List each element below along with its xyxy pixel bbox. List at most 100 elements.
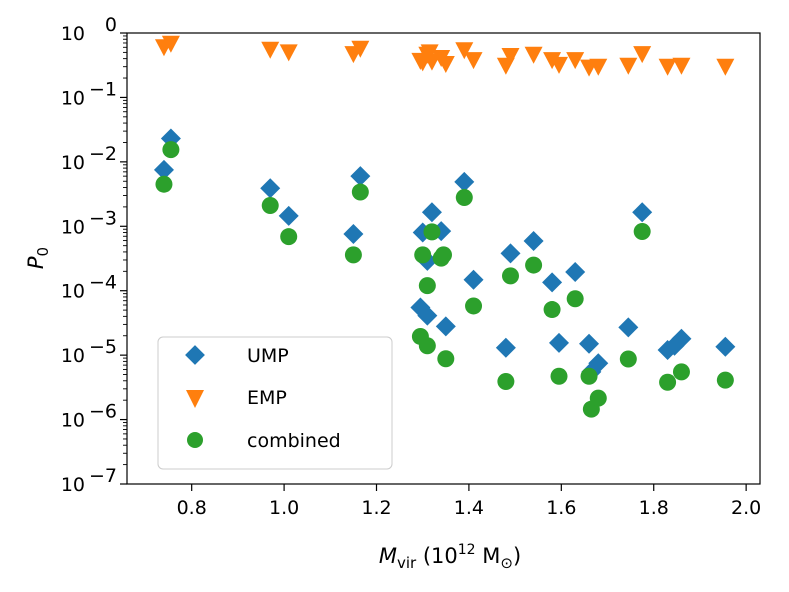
y-tick-label: 10 bbox=[61, 281, 85, 303]
data-point-combined bbox=[418, 337, 436, 355]
legend: UMP EMP combined bbox=[157, 336, 393, 470]
data-point-UMP bbox=[278, 205, 299, 226]
data-point-EMP bbox=[464, 52, 483, 70]
data-point-UMP bbox=[435, 316, 456, 337]
data-point-EMP bbox=[161, 35, 180, 53]
data-point-UMP bbox=[463, 269, 484, 290]
data-point-combined bbox=[455, 188, 473, 206]
y-tick-label: 10 bbox=[61, 23, 85, 45]
data-points bbox=[153, 35, 736, 418]
data-point-combined bbox=[580, 367, 598, 385]
data-point-EMP bbox=[633, 46, 652, 64]
y-tick-label: 10 bbox=[61, 345, 85, 367]
y-tick-label: 10 bbox=[61, 474, 85, 496]
series-UMP bbox=[153, 128, 736, 382]
data-point-UMP bbox=[715, 336, 736, 357]
data-point-EMP bbox=[550, 56, 569, 74]
data-point-combined bbox=[423, 223, 441, 241]
data-point-EMP bbox=[672, 57, 691, 75]
y-tick-exponent: −5 bbox=[89, 336, 117, 358]
y-tick-exponent: −7 bbox=[89, 465, 117, 487]
y-tick-exponent: −4 bbox=[89, 272, 117, 294]
data-point-combined bbox=[672, 363, 690, 381]
data-point-UMP bbox=[260, 178, 281, 199]
data-point-EMP bbox=[501, 47, 520, 65]
data-point-combined bbox=[162, 141, 180, 159]
data-point-UMP bbox=[565, 262, 586, 283]
plot-frame bbox=[126, 32, 761, 485]
data-point-EMP bbox=[716, 58, 735, 76]
legend-frame bbox=[157, 336, 393, 470]
data-point-UMP bbox=[343, 223, 364, 244]
x-axis-label: Mvir (1012 M⊙) bbox=[379, 542, 521, 572]
x-tick-label: 0.8 bbox=[177, 497, 207, 519]
data-point-combined bbox=[589, 389, 607, 407]
series-EMP bbox=[154, 35, 735, 77]
data-point-UMP bbox=[417, 305, 438, 326]
data-point-UMP bbox=[500, 243, 521, 264]
data-point-combined bbox=[659, 373, 677, 391]
data-point-UMP bbox=[153, 159, 174, 180]
data-point-EMP bbox=[589, 58, 608, 76]
legend-marker-combined bbox=[187, 432, 203, 448]
data-point-combined bbox=[351, 183, 369, 201]
x-axis-ticks: 0.8 1.0 1.2 1.4 1.6 1.8 2.0 bbox=[177, 484, 761, 519]
data-point-EMP bbox=[351, 40, 370, 58]
data-point-UMP bbox=[579, 333, 600, 354]
y-tick-exponent: 0 bbox=[105, 14, 117, 36]
data-point-EMP bbox=[420, 44, 439, 62]
x-tick-label: 1.0 bbox=[269, 497, 299, 519]
data-point-combined bbox=[261, 197, 279, 215]
data-point-EMP bbox=[619, 57, 638, 75]
data-point-combined bbox=[497, 372, 515, 390]
data-point-combined bbox=[619, 350, 637, 368]
y-axis-label: P0 bbox=[24, 247, 52, 269]
data-point-combined bbox=[155, 175, 173, 193]
y-tick-exponent: −1 bbox=[89, 78, 117, 100]
data-point-combined bbox=[414, 246, 432, 264]
x-tick-label: 1.2 bbox=[361, 497, 391, 519]
data-point-combined bbox=[501, 267, 519, 285]
data-point-EMP bbox=[566, 52, 585, 70]
data-point-UMP bbox=[632, 202, 653, 223]
x-tick-label: 1.4 bbox=[454, 497, 484, 519]
y-tick-label: 10 bbox=[61, 216, 85, 238]
data-point-UMP bbox=[350, 166, 371, 187]
data-point-EMP bbox=[279, 44, 298, 62]
data-point-UMP bbox=[454, 171, 475, 192]
data-point-combined bbox=[435, 246, 452, 264]
data-point-UMP bbox=[588, 353, 609, 374]
legend-marker-ump bbox=[185, 345, 205, 365]
legend-label-combined: combined bbox=[247, 430, 341, 452]
data-point-UMP bbox=[549, 332, 570, 353]
data-point-UMP bbox=[523, 231, 544, 252]
data-point-UMP bbox=[542, 272, 563, 293]
legend-label-ump: UMP bbox=[247, 345, 289, 367]
series-combined bbox=[155, 141, 734, 418]
data-point-combined bbox=[418, 277, 436, 295]
data-point-UMP bbox=[671, 328, 692, 349]
data-point-combined bbox=[716, 371, 734, 389]
y-tick-label: 10 bbox=[61, 410, 85, 432]
data-point-EMP bbox=[436, 56, 455, 74]
data-point-UMP bbox=[618, 317, 639, 338]
data-point-combined bbox=[633, 222, 651, 240]
y-tick-exponent: −6 bbox=[89, 401, 117, 423]
data-point-EMP bbox=[524, 46, 543, 64]
data-point-combined bbox=[566, 290, 584, 308]
data-point-EMP bbox=[455, 42, 474, 60]
x-tick-label: 1.8 bbox=[639, 497, 669, 519]
data-point-EMP bbox=[658, 58, 677, 76]
y-tick-label: 10 bbox=[61, 87, 85, 109]
data-point-combined bbox=[465, 297, 483, 315]
x-tick-label: 2.0 bbox=[731, 497, 761, 519]
y-tick-exponent: −3 bbox=[89, 207, 117, 229]
y-tick-label: 10 bbox=[61, 152, 85, 174]
data-point-EMP bbox=[261, 41, 280, 59]
legend-marker-emp bbox=[186, 390, 204, 408]
data-point-combined bbox=[543, 301, 561, 319]
data-point-combined bbox=[550, 367, 568, 385]
data-point-combined bbox=[437, 350, 455, 368]
